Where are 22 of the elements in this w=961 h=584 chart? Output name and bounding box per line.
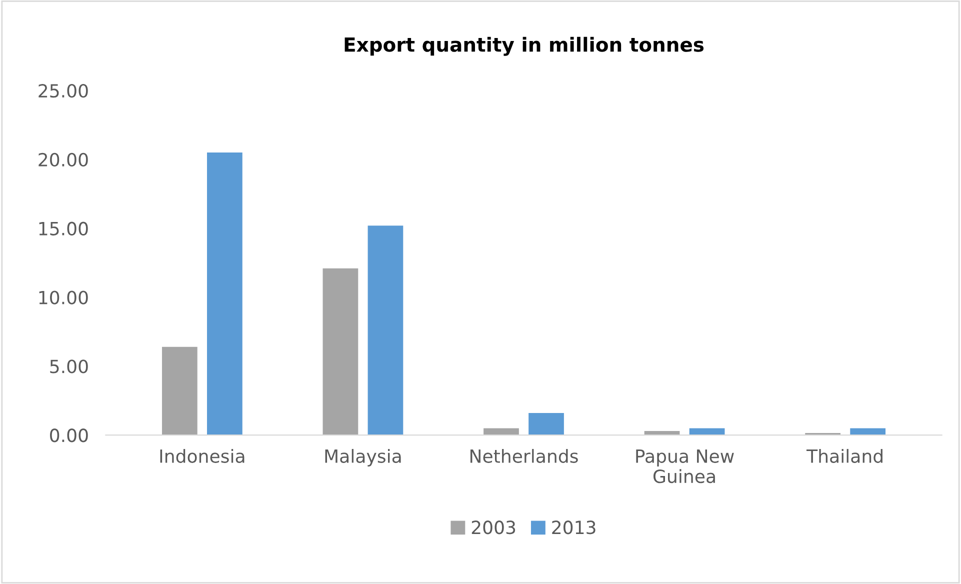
- bar: [850, 428, 886, 436]
- legend-label: 2003: [472, 520, 516, 534]
- x-tick-label: Indonesia: [160, 448, 244, 463]
- bar: [689, 428, 725, 436]
- y-tick-label: 5.00: [50, 360, 88, 374]
- bar: [528, 413, 564, 436]
- bar: [322, 268, 358, 436]
- x-tick-label: Thailand: [806, 448, 882, 463]
- bar: [484, 428, 519, 436]
- y-tick-label: 20.00: [38, 152, 88, 167]
- bar: [368, 226, 404, 436]
- y-tick-label: 0.00: [50, 428, 88, 442]
- x-tick-label: Papua New Guinea: [636, 450, 734, 484]
- x-tick-label: Netherlands: [470, 448, 578, 463]
- bar: [162, 346, 198, 436]
- legend-label: 2013: [552, 520, 596, 534]
- y-tick-label: 15.00: [39, 222, 88, 236]
- x-tick-label: Malaysia: [325, 448, 401, 466]
- bar: [207, 152, 242, 436]
- y-tick-label: 25.00: [38, 84, 88, 98]
- y-tick-label: 10.00: [39, 290, 88, 304]
- chart-title: Export quantity in million tonnes: [344, 36, 704, 56]
